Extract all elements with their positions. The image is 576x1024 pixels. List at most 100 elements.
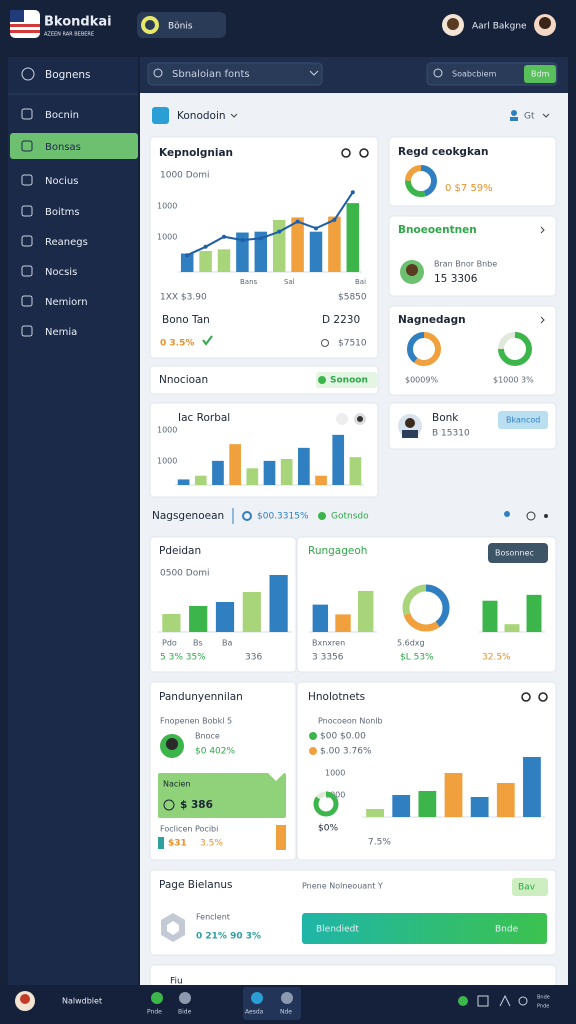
nav-item[interactable]: Nocsis: [45, 267, 77, 278]
sidebar: [8, 57, 138, 985]
progress-bar: [302, 913, 547, 944]
label: Pdo: [162, 639, 177, 648]
label: Pdeidan: [159, 545, 201, 557]
icon: [202, 335, 213, 346]
bar: [418, 791, 437, 817]
user-name: Aarl Bakgne: [472, 22, 527, 32]
nav-item[interactable]: Boitms: [45, 207, 80, 218]
search[interactable]: [147, 62, 323, 86]
icon: [309, 732, 317, 740]
sidebar-head: Bognens: [45, 69, 91, 81]
panel: [316, 372, 377, 388]
search-text: Soabcbiem: [452, 70, 497, 79]
label: $0009%: [405, 376, 438, 385]
nav-icon: [21, 325, 33, 337]
icon: [336, 413, 348, 425]
icon: [359, 148, 369, 158]
icon: [318, 376, 326, 384]
bar: [444, 773, 463, 817]
icon: [499, 994, 511, 1007]
label: 5 3% 35%: [160, 653, 206, 663]
nav-icon: [21, 108, 33, 120]
donut-segment: [498, 332, 532, 366]
nav-item[interactable]: Bonsas: [45, 142, 81, 153]
nav-item[interactable]: Nemia: [45, 327, 77, 338]
bar: [392, 795, 411, 817]
button[interactable]: [488, 543, 548, 563]
icon: [504, 511, 510, 517]
label: Sal: [284, 278, 295, 286]
trend-point: [277, 229, 282, 234]
label: Fenclent: [196, 913, 230, 922]
trend-point: [295, 219, 300, 224]
label: 0 3.5%: [160, 339, 194, 349]
icon: [526, 511, 536, 521]
icon: [281, 992, 293, 1004]
label: 336: [245, 653, 262, 663]
donut-segment: [405, 165, 437, 197]
label: 3 3356: [312, 653, 344, 663]
nav-icon: [21, 140, 33, 152]
label: D 2230: [322, 314, 360, 326]
tab[interactable]: [137, 12, 226, 38]
nav-item[interactable]: Nocius: [45, 176, 78, 187]
button[interactable]: [498, 411, 548, 429]
icon: [540, 226, 545, 234]
label: Rungageoh: [308, 545, 367, 557]
label: Bran Bnor Bnbe: [434, 260, 497, 269]
bar: [357, 590, 374, 632]
label: $7510: [338, 339, 367, 349]
tab-label: Bönis: [168, 22, 193, 32]
panel: [149, 402, 379, 498]
label: Bav: [518, 883, 536, 893]
label: $00 $0.00: [320, 732, 366, 742]
icon: [242, 511, 252, 521]
label: Bnoce: [195, 732, 220, 741]
label: Bai: [355, 278, 366, 286]
label: Sonoon: [330, 376, 368, 386]
label: 1000: [325, 791, 345, 800]
icon: [251, 992, 263, 1004]
icon: [309, 747, 317, 755]
icon: [321, 339, 329, 347]
bar: [335, 614, 351, 632]
donut-segment: [402, 584, 450, 632]
bar: [199, 251, 212, 272]
bar: [229, 444, 241, 485]
bar: [272, 219, 286, 272]
label: B 15310: [432, 429, 470, 439]
label: 1000: [157, 457, 177, 466]
label: 1000: [325, 769, 345, 778]
trend-point: [185, 253, 190, 258]
label: $0%: [318, 824, 338, 834]
bar: [504, 624, 520, 632]
label: $31: [168, 839, 187, 849]
label: $1000 3%: [493, 376, 534, 385]
nav-item[interactable]: Reanegs: [45, 237, 88, 248]
nav-item[interactable]: Bocnin: [45, 110, 79, 121]
label: Ba: [222, 639, 232, 648]
icon: [166, 738, 178, 750]
icon: [539, 17, 551, 29]
label: 7.5%: [368, 838, 391, 848]
icon: [542, 113, 550, 118]
bar: [215, 602, 235, 632]
brand-sub: AZEEN RAR BEBERE: [44, 32, 94, 38]
panel: [10, 10, 24, 22]
active-item: [10, 133, 138, 159]
nav-icon: [21, 265, 33, 277]
button[interactable]: [524, 65, 556, 83]
bar: [526, 594, 542, 632]
label: $ 386: [180, 799, 213, 811]
label: 0500 Domi: [160, 569, 209, 579]
panel: [477, 995, 489, 1007]
label: Gotnsdo: [331, 512, 369, 522]
label: Nagnedagn: [398, 314, 466, 326]
nav-item[interactable]: Nemiorn: [45, 297, 88, 308]
bar: [254, 231, 268, 272]
label: 3.5%: [200, 839, 223, 849]
button[interactable]: [512, 878, 548, 896]
label: 1XX $3.90: [160, 293, 207, 303]
bar: [349, 457, 362, 485]
